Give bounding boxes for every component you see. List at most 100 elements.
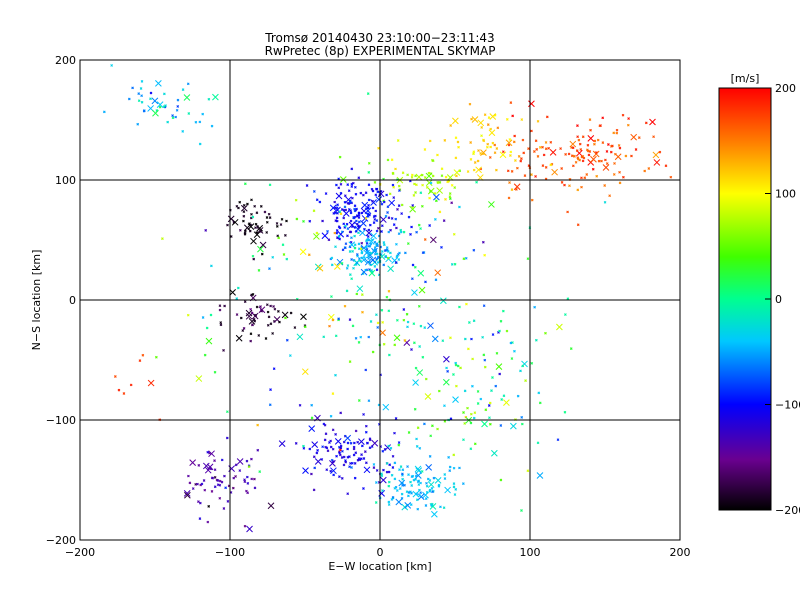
data-point-cross [393,334,401,342]
data-point-cross [590,155,597,163]
data-point-cross [365,229,373,237]
data-point [396,253,400,256]
data-point-cross [302,467,309,474]
data-point-cross [183,490,191,497]
data-point [210,124,214,128]
data-point [627,117,630,120]
data-point-cross [156,101,164,108]
data-point [425,186,429,189]
data-point [218,479,222,483]
data-point [410,225,413,229]
data-point [428,455,432,458]
data-point [607,143,610,146]
data-point [216,479,220,482]
data-point [334,245,337,249]
data-point [367,183,371,187]
data-point [357,242,361,246]
data-point [487,116,491,119]
data-point [325,468,329,472]
data-point [201,112,205,116]
data-point [376,326,380,329]
data-point-cross [251,312,259,320]
data-point [340,208,344,211]
data-point [407,491,411,494]
data-point [390,217,394,220]
data-point [333,231,337,235]
data-point [269,304,272,308]
data-point [374,193,378,197]
data-point [438,181,442,184]
data-point [198,517,202,520]
data-point [563,183,566,187]
data-point [368,251,371,255]
x-tick-label: 100 [520,546,541,559]
data-point [376,244,379,248]
data-point [203,353,207,357]
data-point [462,257,466,261]
data-point [521,138,525,142]
data-point [259,305,262,308]
data-point [141,353,145,357]
data-point [486,145,489,149]
data-point [249,339,253,343]
data-point [338,210,342,213]
data-point [272,305,275,308]
data-point-cross [630,133,638,141]
data-point [418,488,421,492]
data-point [458,466,461,470]
data-point [250,457,253,461]
data-point [382,263,386,267]
data-point [475,180,478,184]
data-point [343,304,347,308]
data-point [547,146,551,150]
data-point [174,115,178,119]
data-point-cross [256,227,264,234]
data-point [330,256,334,260]
data-point-cross [649,118,656,126]
data-point [181,88,185,92]
data-point-cross [452,117,459,125]
data-point [218,496,222,500]
data-point-cross [311,441,319,448]
data-point-cross [536,472,544,479]
data-point [329,414,333,418]
data-point [415,230,418,234]
data-point [581,135,585,139]
data-point [409,490,412,494]
data-point [322,422,326,426]
data-point [245,459,249,463]
data-point [349,211,353,215]
data-point [513,349,516,353]
data-point [410,175,414,179]
data-point [601,141,605,144]
data-point [200,482,204,486]
data-point-cross [443,355,450,363]
data-point [336,203,339,207]
data-point [488,422,492,426]
data-point-cross [434,477,442,484]
data-point [247,465,251,468]
data-point [251,323,254,327]
data-point [253,477,256,481]
y-tick-label: 100 [55,174,76,187]
colorbar-label: [m/s] [731,72,760,85]
data-point [369,251,373,255]
data-point [441,339,445,343]
data-point [360,211,364,215]
data-point [472,319,476,323]
data-point [117,388,121,392]
data-point [438,210,442,214]
data-point [341,248,345,252]
data-point [495,351,499,355]
data-point-cross [259,241,267,249]
data-point [534,338,538,342]
data-point [375,219,379,222]
data-point-cross [480,149,487,157]
data-point [582,156,586,160]
data-point [357,220,361,224]
data-point-cross [334,438,342,445]
data-point-cross [436,187,443,194]
data-point [449,197,452,200]
data-point [559,147,562,150]
data-point [257,334,261,337]
